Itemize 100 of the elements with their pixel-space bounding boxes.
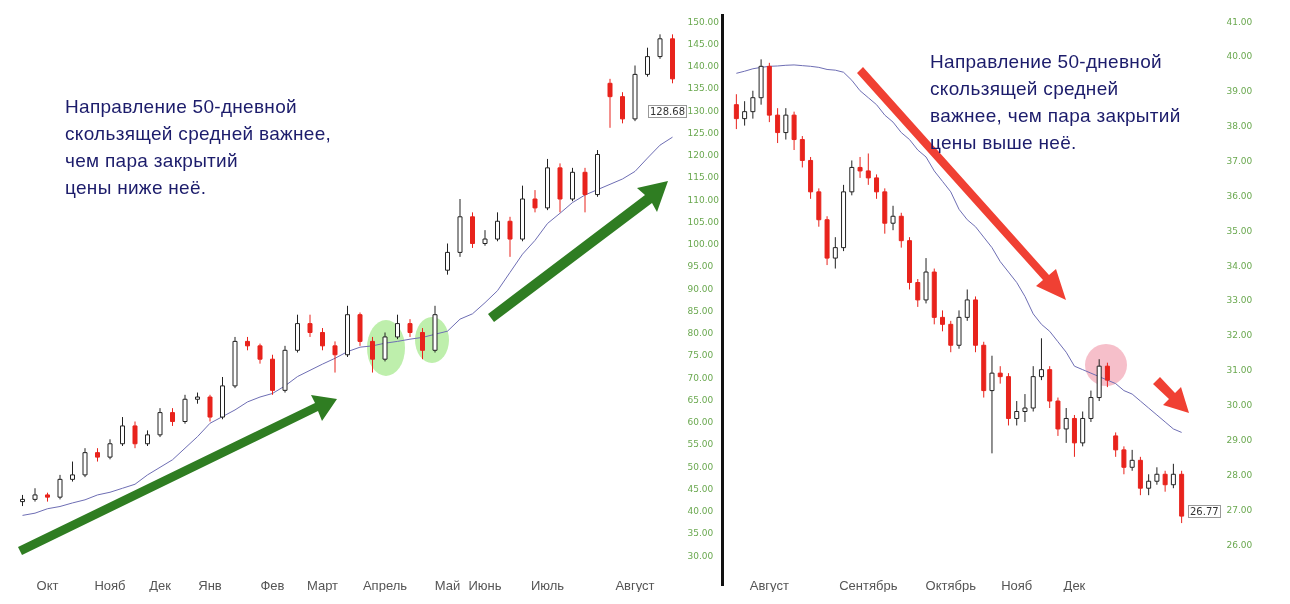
x-tick-label: Октябрь bbox=[925, 577, 977, 593]
candlestick bbox=[1162, 470, 1168, 493]
candlestick bbox=[1088, 390, 1094, 423]
text: 26.77 bbox=[1188, 505, 1221, 518]
x-tick-label: Фев bbox=[260, 577, 285, 593]
candlestick bbox=[445, 243, 450, 276]
y-tick-label: 32.00 bbox=[1226, 330, 1253, 341]
candlestick bbox=[1063, 407, 1069, 444]
candlestick bbox=[1129, 449, 1135, 472]
y-tick-label: 28.00 bbox=[1226, 469, 1253, 480]
candlestick bbox=[582, 167, 588, 213]
candlestick bbox=[857, 156, 863, 179]
y-tick-label: 39.00 bbox=[1226, 86, 1253, 97]
y-tick-label: 27.00 bbox=[1226, 504, 1253, 515]
y-tick-label: 70.00 bbox=[687, 372, 714, 383]
y-tick-label: 95.00 bbox=[687, 261, 714, 272]
candlestick bbox=[382, 332, 388, 362]
y-tick-label: 105.00 bbox=[687, 216, 720, 227]
candlestick bbox=[865, 152, 871, 186]
x-tick-label: Окт bbox=[36, 577, 59, 593]
annotation: Направление 50-дневной скользящей средней важнее, чем пара закрытий цены выше неё. bbox=[930, 50, 1181, 155]
candlestick bbox=[370, 336, 375, 374]
candlestick bbox=[890, 205, 896, 231]
candlestick bbox=[507, 216, 513, 258]
x-tick-label: Август bbox=[749, 577, 789, 593]
candlestick bbox=[1014, 400, 1020, 426]
candlestick bbox=[989, 355, 995, 454]
candlestick bbox=[320, 327, 325, 351]
candlestick bbox=[645, 47, 650, 78]
y-tick-label: 135.00 bbox=[687, 83, 720, 94]
x-tick-label: Март bbox=[306, 577, 339, 593]
y-tick-label: 40.00 bbox=[687, 506, 714, 516]
y-tick-label: 45.00 bbox=[687, 483, 714, 494]
candlestick bbox=[1113, 431, 1119, 458]
y-tick-label: 150.00 bbox=[687, 16, 720, 27]
y-tick-label: 34.00 bbox=[1226, 260, 1253, 271]
candlestick bbox=[32, 487, 38, 503]
candlestick bbox=[915, 278, 921, 308]
y-tick-label: 130.00 bbox=[687, 105, 720, 116]
x-tick-label: Дек bbox=[149, 577, 172, 593]
candlestick bbox=[257, 343, 263, 365]
candlestick bbox=[1022, 393, 1028, 423]
y-tick-label: 100.00 bbox=[687, 239, 720, 249]
y-tick-label: 30.00 bbox=[1226, 400, 1253, 411]
y-tick-label: 120.00 bbox=[687, 150, 720, 160]
annotation: Направление 50-дневной скользящей средней важнее, чем пара закрытий цены ниже неё. bbox=[65, 95, 332, 200]
y-tick-label: 140.00 bbox=[687, 61, 720, 71]
y-tick-label: 55.00 bbox=[687, 439, 714, 450]
candlestick bbox=[1146, 473, 1152, 496]
y-tick-label: 30.00 bbox=[687, 550, 714, 561]
y-tick-label: 110.00 bbox=[687, 194, 720, 205]
candlestick bbox=[307, 314, 313, 338]
candlestick bbox=[940, 309, 946, 332]
candlestick bbox=[1154, 466, 1160, 486]
y-tick-label: 35.00 bbox=[687, 528, 714, 539]
candlestick bbox=[82, 447, 88, 478]
y-tick-label: 40.00 bbox=[1226, 51, 1253, 62]
y-tick-label: 125.00 bbox=[687, 127, 720, 138]
x-tick-label: Сентябрь bbox=[839, 577, 898, 593]
candlestick bbox=[620, 91, 625, 124]
candlestick bbox=[742, 100, 748, 127]
candlestick bbox=[1170, 463, 1176, 489]
candlestick bbox=[120, 416, 125, 447]
y-tick-label: 35.00 bbox=[1226, 225, 1253, 236]
y-tick-label: 50.00 bbox=[687, 461, 714, 472]
candlestick bbox=[775, 107, 781, 144]
y-tick-label: 41.00 bbox=[1226, 16, 1253, 27]
y-tick-label: 65.00 bbox=[687, 394, 714, 405]
candlestick bbox=[799, 135, 805, 168]
y-tick-label: 38.00 bbox=[1226, 121, 1253, 132]
candlestick bbox=[132, 421, 138, 449]
y-tick-label: 31.00 bbox=[1226, 365, 1253, 376]
candlestick bbox=[157, 407, 163, 438]
y-tick-label: 36.00 bbox=[1226, 190, 1253, 201]
candlestick bbox=[420, 327, 425, 360]
y-tick-label: 29.00 bbox=[1226, 434, 1253, 445]
y-tick-label: 37.00 bbox=[1226, 155, 1253, 166]
x-tick-label: Май bbox=[434, 577, 461, 593]
candlestick bbox=[207, 394, 213, 422]
candlestick bbox=[1121, 445, 1127, 475]
y-tick-label: 26.00 bbox=[1226, 539, 1253, 550]
candlestick bbox=[57, 474, 63, 500]
y-tick-label: 75.00 bbox=[687, 350, 714, 361]
candlestick bbox=[70, 461, 75, 483]
candlestick bbox=[182, 394, 188, 425]
candlestick bbox=[107, 438, 113, 460]
candlestick bbox=[495, 211, 500, 242]
candlestick bbox=[482, 229, 488, 247]
x-tick-label: Янв bbox=[198, 577, 222, 593]
y-tick-label: 115.00 bbox=[687, 172, 720, 183]
x-tick-label: Нояб bbox=[94, 577, 126, 593]
x-tick-label: Нояб bbox=[1001, 577, 1033, 593]
y-tick-label: 145.00 bbox=[687, 38, 720, 49]
candlestick bbox=[1104, 362, 1110, 388]
candlestick bbox=[948, 320, 954, 353]
x-tick-label: Апрель bbox=[362, 577, 408, 593]
x-tick-label: Август bbox=[615, 577, 655, 593]
candlestick bbox=[657, 33, 663, 60]
candlestick bbox=[964, 288, 970, 322]
y-tick-label: 60.00 bbox=[687, 417, 714, 427]
